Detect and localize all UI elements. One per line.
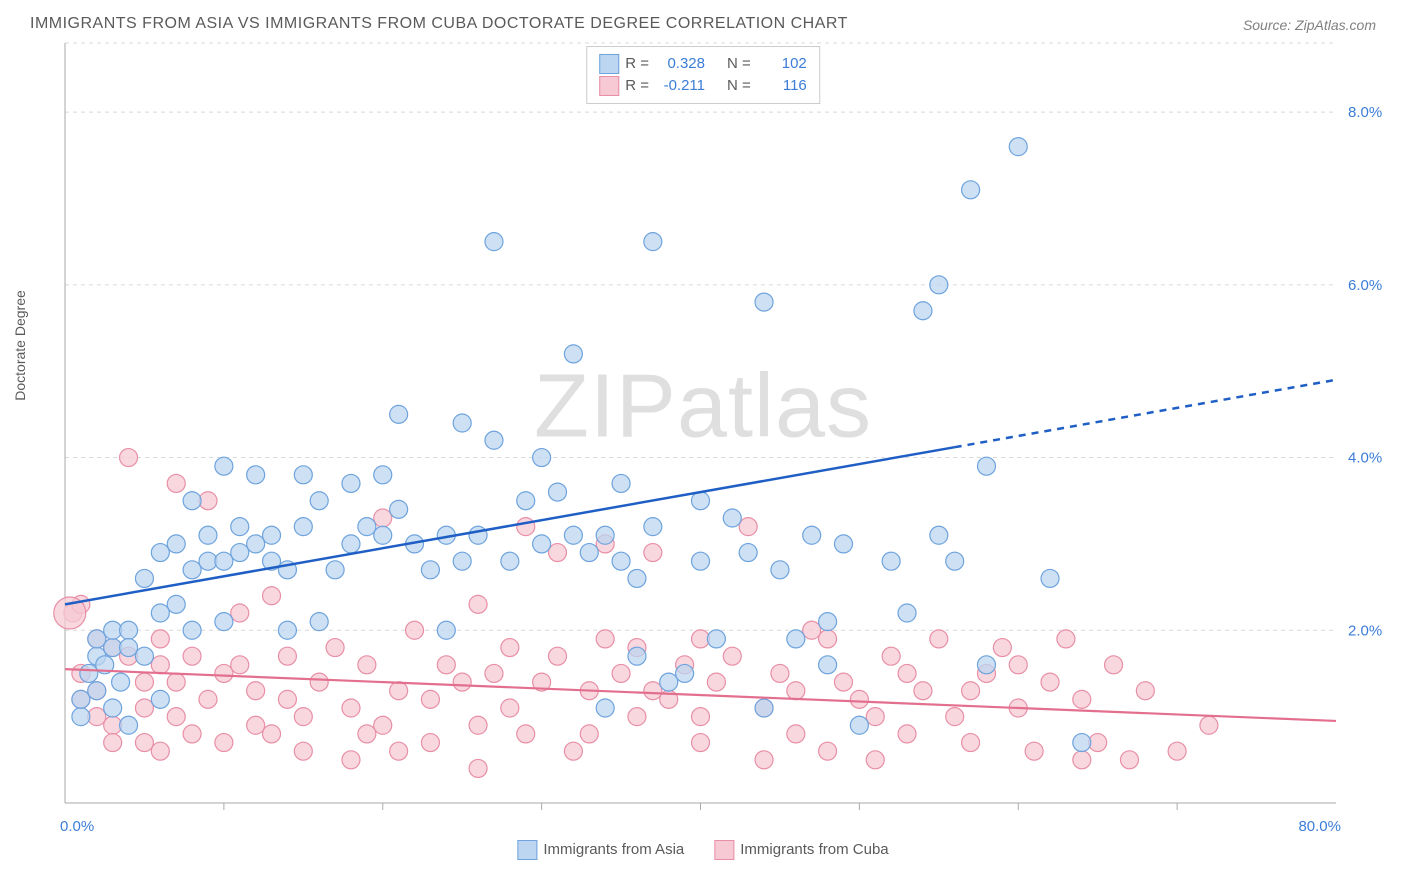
r-label: R = — [625, 75, 649, 97]
stats-legend: R = 0.328 N = 102 R = -0.211 N = 116 — [586, 46, 820, 104]
source-attribution: Source: ZipAtlas.com — [1243, 17, 1376, 33]
legend-swatch — [599, 54, 619, 74]
chart-area: Doctorate Degree ZIPatlas 2.0%4.0%6.0%8.… — [10, 38, 1396, 858]
scatter-plot: 2.0% 4.0% 6.0% 8.0% 0.0% 80.0% — [10, 38, 1396, 858]
n-label: N = — [727, 53, 751, 75]
series-legend: Immigrants from Asia Immigrants from Cuba — [517, 840, 888, 860]
legend-label: Immigrants from Cuba — [740, 841, 888, 858]
svg-text:2.0%: 2.0% — [1348, 622, 1382, 639]
svg-text:6.0%: 6.0% — [1348, 277, 1382, 294]
chart-title: IMMIGRANTS FROM ASIA VS IMMIGRANTS FROM … — [30, 15, 848, 33]
r-value: 0.328 — [655, 53, 705, 75]
n-value: 116 — [757, 75, 807, 97]
r-value: -0.211 — [655, 75, 705, 97]
r-label: R = — [625, 53, 649, 75]
svg-text:8.0%: 8.0% — [1348, 104, 1382, 121]
legend-swatch — [599, 76, 619, 96]
legend-item: Immigrants from Asia — [517, 840, 684, 860]
n-label: N = — [727, 75, 751, 97]
svg-text:80.0%: 80.0% — [1298, 818, 1341, 835]
y-axis-label: Doctorate Degree — [12, 290, 28, 401]
svg-text:0.0%: 0.0% — [60, 818, 94, 835]
legend-swatch — [517, 840, 537, 860]
svg-text:4.0%: 4.0% — [1348, 450, 1382, 467]
n-value: 102 — [757, 53, 807, 75]
stats-legend-row: R = -0.211 N = 116 — [599, 75, 807, 97]
legend-swatch — [714, 840, 734, 860]
legend-item: Immigrants from Cuba — [714, 840, 888, 860]
stats-legend-row: R = 0.328 N = 102 — [599, 53, 807, 75]
legend-label: Immigrants from Asia — [543, 841, 684, 858]
